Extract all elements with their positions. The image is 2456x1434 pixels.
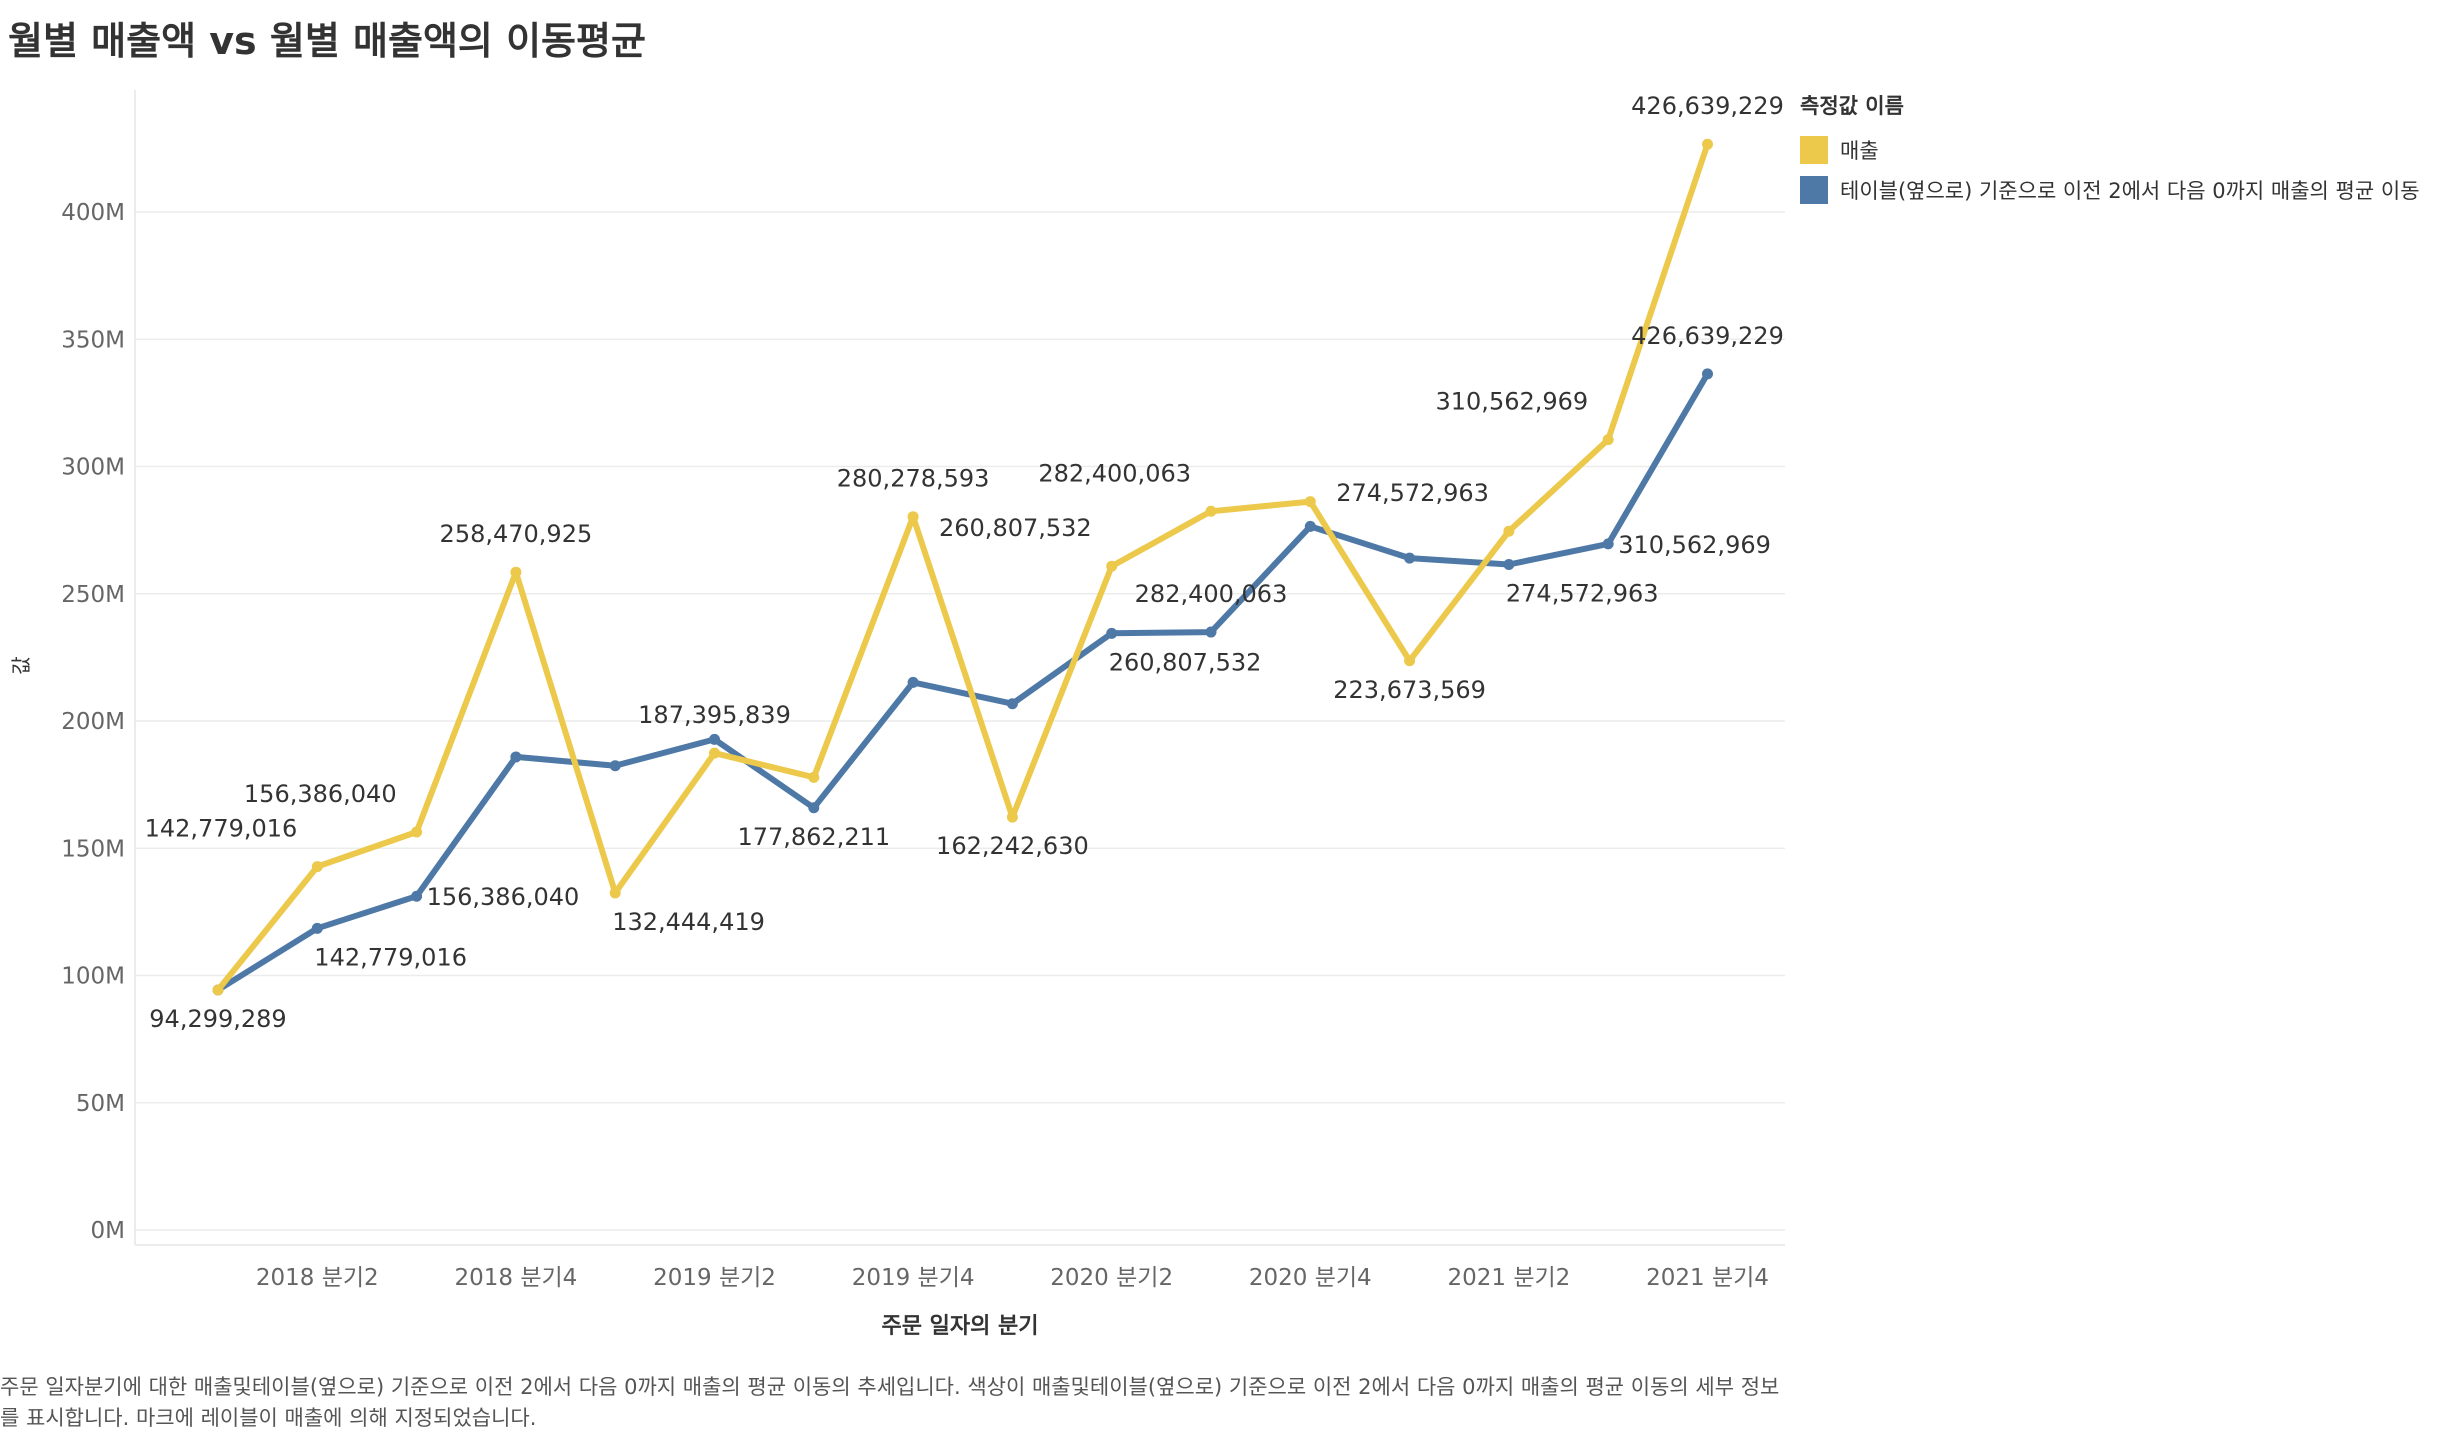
chart-title: 월별 매출액 vs 월별 매출액의 이동평균 [8, 19, 646, 63]
data-label: 156,386,040 [427, 883, 580, 911]
series-points[interactable] [212, 138, 1714, 996]
moving-average-data-point[interactable] [808, 802, 820, 814]
data-label: 142,779,016 [145, 815, 298, 843]
y-axis-title: 값 [9, 656, 33, 674]
moving-average-data-point[interactable] [510, 751, 522, 763]
sales-data-point[interactable] [1304, 496, 1316, 508]
sales-data-point[interactable] [609, 887, 621, 899]
x-tick-label: 2020 분기4 [1249, 1265, 1372, 1291]
data-label: 280,278,593 [837, 465, 990, 493]
sales-data-point[interactable] [907, 511, 919, 523]
sales-data-point[interactable] [1106, 560, 1118, 572]
moving-average-data-point[interactable] [1404, 552, 1416, 564]
data-label: 310,562,969 [1436, 388, 1589, 416]
moving-average-data-point[interactable] [1602, 538, 1614, 550]
data-label: 187,395,839 [638, 701, 791, 729]
legend-swatch-sales [1800, 136, 1828, 164]
legend-label-sales: 매출 [1840, 139, 1879, 163]
sales-data-point[interactable] [1006, 811, 1018, 823]
x-tick-label: 2018 분기4 [454, 1265, 577, 1291]
moving-average-data-point[interactable] [1006, 698, 1018, 710]
sales-data-point[interactable] [510, 566, 522, 578]
y-tick-label: 250M [61, 582, 125, 608]
series-lines [215, 141, 1711, 993]
legend-item-moving-average[interactable]: 테이블(옆으로) 기준으로 이전 2에서 다음 0까지 매출의 평균 이동 [1800, 170, 2420, 210]
sales-data-point[interactable] [1404, 655, 1416, 667]
sales-data-point[interactable] [1602, 434, 1614, 446]
y-tick-label: 300M [61, 455, 125, 481]
moving-average-data-point[interactable] [1205, 626, 1217, 638]
x-tick-label: 2018 분기2 [256, 1265, 379, 1291]
data-label: 260,807,532 [939, 514, 1092, 542]
data-label: 274,572,963 [1506, 580, 1659, 608]
data-label: 274,572,963 [1336, 479, 1489, 507]
moving-average-data-point[interactable] [609, 760, 621, 772]
moving-average-data-point[interactable] [1702, 368, 1713, 380]
data-label: 310,562,969 [1618, 531, 1771, 559]
x-axis-title: 주문 일자의 분기 [882, 1314, 1039, 1339]
data-labels: 142,779,016 156,386,040 258,470,925 132,444… [145, 92, 1784, 1033]
y-tick-label: 100M [61, 964, 125, 990]
data-label: 426,639,229 [1631, 92, 1784, 120]
x-tick-label: 2021 분기4 [1646, 1265, 1769, 1291]
data-label: 260,807,532 [1109, 648, 1262, 676]
chart-caption: 주문 일자분기에 대한 매출및테이블(옆으로) 기준으로 이전 2에서 다음 0… [0, 1375, 1780, 1430]
moving-average-data-point[interactable] [411, 890, 423, 902]
moving-average-data-point[interactable] [1304, 520, 1316, 532]
moving-average-data-point[interactable] [1503, 559, 1515, 571]
gridlines [135, 211, 1785, 1231]
data-label: 142,779,016 [314, 943, 467, 971]
sales-series-line [215, 141, 1711, 993]
y-tick-label: 200M [61, 709, 125, 735]
moving-average-data-point[interactable] [311, 922, 323, 934]
sales-data-point[interactable] [311, 861, 323, 873]
data-label: 282,400,063 [1135, 580, 1288, 608]
moving-average-series-line [215, 370, 1711, 993]
sales-data-point[interactable] [1503, 525, 1515, 537]
data-label: 258,470,925 [440, 520, 593, 548]
legend-item-sales[interactable]: 매출 [1800, 130, 2420, 170]
sales-data-point[interactable] [411, 826, 423, 838]
x-tick-label: 2020 분기2 [1050, 1265, 1173, 1291]
y-tick-label: 400M [61, 200, 125, 226]
y-tick-label: 50M [76, 1091, 125, 1117]
y-tick-label: 350M [61, 327, 125, 353]
data-label: 162,242,630 [936, 832, 1089, 860]
sales-data-point[interactable] [709, 747, 720, 759]
data-label: 177,862,211 [737, 823, 890, 851]
y-tick-label: 0M [91, 1218, 125, 1244]
data-label: 132,444,419 [612, 908, 765, 936]
data-label: 223,673,569 [1333, 676, 1486, 704]
x-tick-label: 2021 분기2 [1447, 1265, 1570, 1291]
sales-data-point[interactable] [1205, 505, 1217, 517]
data-label: 282,400,063 [1038, 459, 1191, 487]
data-label: 94,299,289 [149, 1005, 286, 1033]
x-tick-label: 2019 분기4 [852, 1265, 975, 1291]
legend-title: 측정값 이름 [1800, 94, 1904, 118]
moving-average-data-point[interactable] [1106, 627, 1118, 639]
sales-data-point[interactable] [808, 771, 820, 783]
moving-average-data-point[interactable] [907, 676, 919, 688]
legend-swatch-moving-average [1800, 176, 1828, 204]
legend-label-moving-average: 테이블(옆으로) 기준으로 이전 2에서 다음 0까지 매출의 평균 이동 [1840, 179, 2420, 203]
sales-data-point[interactable] [1702, 138, 1713, 150]
moving-average-data-point[interactable] [709, 733, 720, 745]
sales-data-point[interactable] [212, 984, 224, 996]
legend[interactable]: 측정값 이름 매출 테이블(옆으로) 기준으로 이전 2에서 다음 0까지 매출… [1800, 90, 2420, 210]
data-label: 156,386,040 [244, 780, 397, 808]
x-tick-label: 2019 분기2 [653, 1265, 776, 1291]
y-tick-label: 150M [61, 836, 125, 862]
data-label: 426,639,229 [1631, 322, 1784, 350]
axes: 0M 50M 100M 150M 200M 250M 300M 350M 400M 2018 분기… [9, 90, 1785, 1339]
